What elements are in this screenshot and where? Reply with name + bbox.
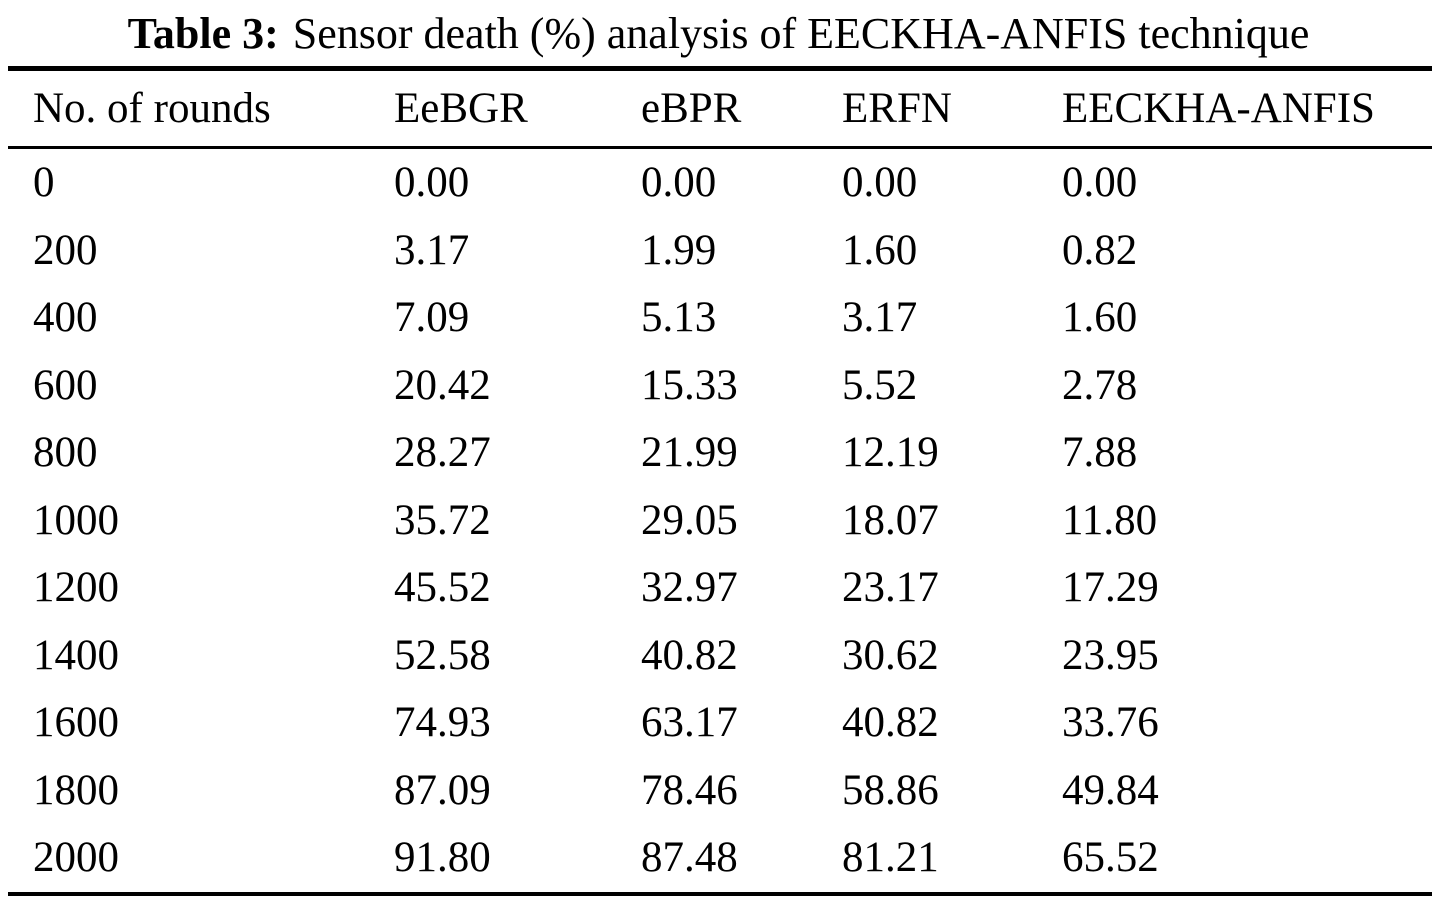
table-cell: 32.97 [641, 564, 738, 612]
table-cell: 23.95 [1062, 631, 1159, 679]
table-cell: 58.86 [842, 766, 939, 814]
table-cell: 1.60 [842, 226, 918, 274]
table-row: 2000 91.80 87.48 81.21 65.52 [8, 824, 1432, 894]
table-caption: Table 3: Sensor death (%) analysis of EEC… [0, 0, 1437, 66]
table-caption-label: Table 3: [127, 9, 279, 58]
table-cell: 0.82 [1062, 226, 1138, 274]
table-cell: 2.78 [1062, 361, 1138, 409]
table-cell: 1.60 [1062, 294, 1138, 342]
table-cell: 18.07 [842, 496, 939, 544]
table-header-row: No. of rounds EeBGR eBPR ERFN EECKHA-ANF… [8, 68, 1432, 149]
table-cell: 23.17 [842, 564, 939, 612]
table-cell: 1000 [33, 496, 119, 544]
table-cell: 2000 [33, 834, 119, 882]
table-cell: 40.82 [842, 699, 939, 747]
column-header-rounds: No. of rounds [8, 68, 394, 149]
table-cell: 21.99 [641, 429, 738, 477]
table-cell: 0.00 [842, 159, 918, 207]
table-row: 600 20.42 15.33 5.52 2.78 [8, 352, 1432, 420]
table-cell: 65.52 [1062, 834, 1159, 882]
table-cell: 1600 [33, 699, 119, 747]
table-cell: 45.52 [394, 564, 491, 612]
table-cell: 7.88 [1062, 429, 1138, 477]
table-cell: 20.42 [394, 361, 491, 409]
table-cell: 11.80 [1062, 496, 1158, 544]
table-cell: 78.46 [641, 766, 738, 814]
table-cell: 35.72 [394, 496, 491, 544]
table-cell: 40.82 [641, 631, 738, 679]
table-cell: 28.27 [394, 429, 491, 477]
table-cell: 3.17 [394, 226, 470, 274]
sensor-death-table: No. of rounds EeBGR eBPR ERFN EECKHA-ANF… [8, 66, 1432, 896]
table-cell: 74.93 [394, 699, 491, 747]
table-row: 1600 74.93 63.17 40.82 33.76 [8, 689, 1432, 757]
table-cell: 63.17 [641, 699, 738, 747]
table-cell: 29.05 [641, 496, 738, 544]
column-header-erfn: ERFN [842, 68, 1062, 149]
table-cell: 1200 [33, 564, 119, 612]
table-cell: 49.84 [1062, 766, 1159, 814]
table-cell: 33.76 [1062, 699, 1159, 747]
table-cell: 87.09 [394, 766, 491, 814]
table-row: 400 7.09 5.13 3.17 1.60 [8, 284, 1432, 352]
table-cell: 0 [33, 159, 55, 207]
table-cell: 12.19 [842, 429, 939, 477]
table-cell: 5.13 [641, 294, 717, 342]
table-caption-text: Sensor death (%) analysis of EECKHA-ANFI… [292, 9, 1310, 58]
table-cell: 81.21 [842, 834, 939, 882]
table-cell: 7.09 [394, 294, 470, 342]
table-row: 1000 35.72 29.05 18.07 11.80 [8, 487, 1432, 555]
table-cell: 30.62 [842, 631, 939, 679]
table-cell: 1400 [33, 631, 119, 679]
table-cell: 200 [33, 226, 98, 274]
column-header-eebgr: EeBGR [394, 68, 641, 149]
table-row: 1200 45.52 32.97 23.17 17.29 [8, 554, 1432, 622]
column-header-eeckha-anfis: EECKHA-ANFIS [1062, 68, 1432, 149]
table-cell: 5.52 [842, 361, 918, 409]
table-header: No. of rounds EeBGR eBPR ERFN EECKHA-ANF… [8, 68, 1432, 149]
table-cell: 600 [33, 361, 98, 409]
table-cell: 52.58 [394, 631, 491, 679]
table-cell: 91.80 [394, 834, 491, 882]
table-cell: 400 [33, 294, 98, 342]
table-row: 0 0.00 0.00 0.00 0.00 [8, 148, 1432, 217]
table-cell: 800 [33, 429, 98, 477]
table-cell: 1800 [33, 766, 119, 814]
table-body: 0 0.00 0.00 0.00 0.00 200 3.17 1.99 1.60 0.82 400 7… [8, 148, 1432, 894]
table-cell: 17.29 [1062, 564, 1159, 612]
table-cell: 87.48 [641, 834, 738, 882]
table-cell: 0.00 [641, 159, 717, 207]
table-cell: 3.17 [842, 294, 918, 342]
table-row: 1800 87.09 78.46 58.86 49.84 [8, 757, 1432, 825]
column-header-ebpr: eBPR [641, 68, 842, 149]
table-cell: 1.99 [641, 226, 717, 274]
table-row: 1400 52.58 40.82 30.62 23.95 [8, 622, 1432, 690]
table-cell: 0.00 [394, 159, 470, 207]
table-cell: 0.00 [1062, 159, 1138, 207]
table-cell: 15.33 [641, 361, 738, 409]
table-row: 200 3.17 1.99 1.60 0.82 [8, 217, 1432, 285]
table-row: 800 28.27 21.99 12.19 7.88 [8, 419, 1432, 487]
